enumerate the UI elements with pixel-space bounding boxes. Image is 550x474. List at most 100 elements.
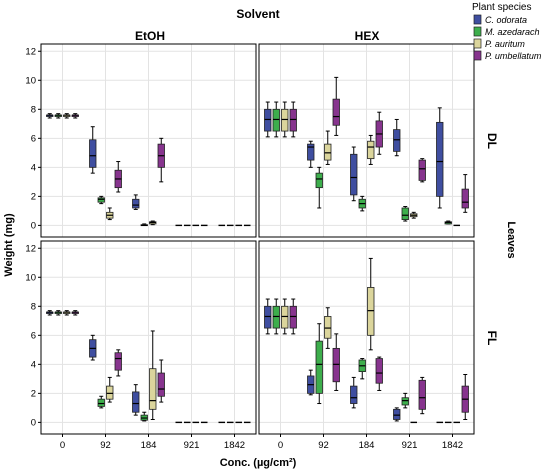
box-body	[149, 368, 157, 410]
box-body	[324, 316, 332, 339]
box-body	[436, 121, 444, 197]
box-body	[132, 198, 140, 209]
box-body	[324, 143, 332, 161]
box-hex-fl-92-0	[307, 369, 315, 396]
box-etoh-dl-92-0	[89, 126, 97, 174]
y-tick-label: 0	[31, 221, 36, 232]
panel-etoh-fl: 0 2 4 6 8 10 12 0 92 184 921 1842	[25, 240, 257, 451]
box-hex-fl-921-3	[418, 376, 426, 415]
box-hex-dl-1842-1	[444, 220, 452, 225]
box-etoh-fl-0-2	[63, 310, 71, 316]
legend-entry: M. azedarach	[485, 27, 540, 37]
box-hex-fl-184-1	[358, 358, 366, 380]
panel-frame	[40, 43, 257, 238]
box-body	[89, 139, 97, 168]
box-etoh-dl-0-0	[46, 113, 54, 119]
right-title: Leaves	[505, 221, 517, 258]
box-etoh-dl-0-3	[71, 113, 79, 119]
box-etoh-fl-92-0	[89, 334, 97, 361]
box-hex-dl-1842-3	[461, 174, 469, 213]
box-hex-dl-1842-0	[436, 107, 444, 209]
box-etoh-dl-184-2	[149, 220, 157, 226]
legend-swatch	[473, 14, 482, 25]
box-body	[307, 143, 315, 161]
box-etoh-fl-0-1	[54, 310, 62, 316]
box-body	[418, 379, 426, 410]
panel-frame	[258, 43, 475, 238]
box-hex-fl-0-0	[264, 298, 272, 335]
box-body	[332, 98, 340, 126]
box-hex-dl-0-1	[272, 101, 280, 138]
box-body	[315, 172, 323, 189]
box-hex-dl-92-1	[315, 166, 323, 209]
box-hex-fl-184-3	[375, 356, 383, 391]
box-body	[367, 140, 375, 160]
box-etoh-dl-0-1	[54, 113, 62, 119]
box-hex-fl-0-3	[289, 298, 297, 335]
box-etoh-dl-92-1	[97, 195, 105, 205]
y-tick-label: 10	[25, 273, 36, 284]
box-body	[461, 188, 469, 209]
box-hex-fl-92-2	[324, 307, 332, 349]
box-body	[264, 305, 272, 329]
box-hex-dl-92-2	[324, 130, 332, 165]
box-body	[264, 108, 272, 132]
legend-entry: C. odorata	[485, 15, 527, 25]
panel-hex-dl	[258, 43, 475, 238]
box-etoh-dl-184-0	[132, 194, 140, 210]
x-tick-label: 184	[359, 440, 375, 451]
y-tick-label: 12	[25, 244, 36, 255]
box-etoh-fl-92-3	[114, 349, 122, 377]
box-hex-fl-1842-3	[461, 374, 469, 420]
row-label-dl: DL	[485, 133, 499, 149]
box-hex-fl-92-3	[332, 333, 340, 391]
box-hex-dl-0-3	[289, 101, 297, 138]
box-body	[132, 391, 140, 413]
box-body	[289, 305, 297, 329]
column-label-etoh: EtOH	[135, 29, 165, 43]
box-body	[281, 108, 289, 132]
box-body	[367, 287, 375, 336]
x-tick-label: 0	[278, 440, 283, 451]
y-tick-label: 0	[31, 418, 36, 429]
box-body	[350, 385, 358, 404]
panels: 0 2 4 6 8 10 12 0 2 4 6 8 10 12 0 92 184 921 1842 0 92 184 921…	[25, 43, 475, 451]
box-body	[106, 385, 114, 400]
box-etoh-dl-92-3	[114, 161, 122, 193]
box-hex-fl-184-0	[350, 376, 358, 409]
box-body	[401, 207, 409, 220]
legend-swatch	[473, 50, 482, 61]
box-hex-fl-921-1	[401, 392, 409, 409]
x-tick-label: 921	[184, 440, 200, 451]
box-body	[272, 108, 280, 132]
column-label-hex: HEX	[355, 29, 380, 43]
x-tick-label: 1842	[442, 440, 463, 451]
y-tick-label: 12	[25, 47, 36, 58]
y-tick-label: 2	[31, 192, 36, 203]
box-body	[350, 153, 358, 196]
box-body	[114, 352, 122, 371]
y-tick-label: 2	[31, 389, 36, 400]
x-tick-label: 184	[141, 440, 157, 451]
box-hex-dl-0-0	[264, 101, 272, 138]
box-etoh-dl-184-3	[157, 137, 165, 183]
legend-title: Plant species	[472, 2, 531, 13]
box-hex-dl-92-0	[307, 140, 315, 168]
box-body	[289, 108, 297, 132]
legend-swatch	[473, 38, 482, 49]
legend: Plant species C. odorata M. azedarach P. au…	[472, 2, 542, 61]
box-hex-dl-0-2	[281, 101, 289, 138]
box-body	[401, 397, 409, 406]
box-hex-fl-0-2	[281, 298, 289, 335]
box-etoh-dl-184-1	[140, 223, 148, 227]
box-hex-fl-921-0	[393, 407, 401, 422]
y-tick-label: 4	[31, 163, 36, 174]
box-hex-fl-184-2	[367, 257, 375, 351]
box-etoh-fl-184-1	[140, 411, 148, 422]
box-etoh-fl-184-0	[132, 384, 140, 416]
y-tick-label: 6	[31, 134, 36, 145]
box-body	[332, 347, 340, 383]
box-etoh-dl-0-2	[63, 113, 71, 119]
x-tick-label: 921	[402, 440, 418, 451]
